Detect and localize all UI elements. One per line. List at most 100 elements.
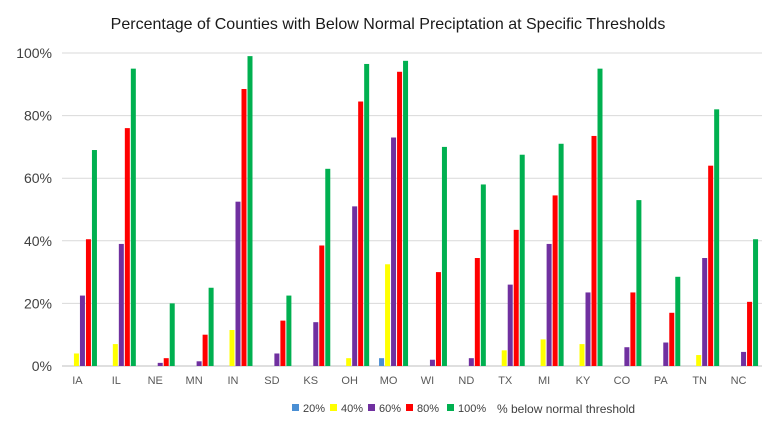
bar-OH-80% bbox=[358, 101, 364, 366]
bar-CO-60% bbox=[624, 347, 630, 366]
bar-TN-100% bbox=[714, 109, 720, 366]
legend-label: 20% bbox=[303, 403, 325, 415]
bar-KS-100% bbox=[325, 168, 331, 366]
bar-IL-60% bbox=[118, 243, 124, 366]
bar-MN-80% bbox=[202, 334, 208, 366]
x-tick-label: SD bbox=[264, 375, 279, 387]
bar-NE-80% bbox=[163, 358, 169, 366]
bar-MN-100% bbox=[208, 287, 214, 366]
bar-IA-100% bbox=[91, 150, 97, 366]
bar-NE-100% bbox=[169, 303, 175, 366]
bar-MI-80% bbox=[552, 195, 558, 366]
x-tick-label: NE bbox=[148, 375, 163, 387]
bar-NC-100% bbox=[753, 239, 759, 366]
legend-label: 60% bbox=[379, 403, 401, 415]
bar-MO-20% bbox=[379, 358, 385, 366]
bar-WI-100% bbox=[441, 146, 447, 366]
chart-title: Percentage of Counties with Below Normal… bbox=[111, 16, 666, 33]
y-axis-ticks: 0% 20% 40% 60% 80% 100% bbox=[16, 45, 52, 374]
y-tick-label: 80% bbox=[24, 108, 52, 124]
bar-TX-40% bbox=[501, 350, 507, 366]
bar-IN-100% bbox=[247, 56, 253, 366]
x-tick-label: IN bbox=[228, 375, 239, 387]
bar-IN-60% bbox=[235, 201, 241, 366]
x-tick-label: IL bbox=[112, 375, 121, 387]
x-tick-label: TX bbox=[498, 375, 513, 387]
y-tick-label: 0% bbox=[32, 358, 52, 374]
bar-KS-60% bbox=[313, 322, 319, 366]
bar-ND-100% bbox=[480, 184, 486, 366]
bar-TX-80% bbox=[513, 229, 519, 366]
bar-TN-40% bbox=[696, 355, 702, 366]
bar-CO-80% bbox=[630, 292, 636, 366]
bar-PA-80% bbox=[669, 312, 675, 366]
x-tick-label: TN bbox=[692, 375, 707, 387]
x-tick-label: ND bbox=[458, 375, 474, 387]
bar-MI-100% bbox=[558, 143, 564, 366]
x-tick-label: OH bbox=[341, 375, 358, 387]
bar-TN-80% bbox=[708, 165, 714, 366]
legend-label: 40% bbox=[341, 403, 363, 415]
bar-MI-40% bbox=[540, 339, 546, 366]
bar-OH-40% bbox=[346, 358, 352, 366]
bar-IN-80% bbox=[241, 88, 247, 367]
bar-OH-60% bbox=[352, 206, 358, 366]
legend-swatch bbox=[406, 404, 413, 411]
bar-NE-60% bbox=[157, 362, 163, 366]
x-tick-label: PA bbox=[654, 375, 669, 387]
x-tick-label: MO bbox=[380, 375, 398, 387]
bar-IL-100% bbox=[130, 68, 136, 367]
x-axis-ticks: IA IL NE MN IN SD KS OH MO WI ND TX MI KY CO PA TN NC bbox=[72, 375, 746, 387]
x-tick-label: KS bbox=[303, 375, 318, 387]
bar-TX-60% bbox=[507, 284, 513, 366]
bar-PA-100% bbox=[675, 276, 681, 366]
bar-SD-60% bbox=[274, 353, 280, 366]
bar-MI-60% bbox=[546, 243, 552, 366]
bar-IL-80% bbox=[124, 128, 130, 366]
x-tick-label: KY bbox=[576, 375, 591, 387]
x-tick-label: MI bbox=[538, 375, 550, 387]
bar-ND-80% bbox=[474, 258, 480, 366]
bar-NC-80% bbox=[747, 301, 753, 366]
bar-MO-40% bbox=[385, 264, 391, 366]
bar-IA-80% bbox=[85, 239, 91, 366]
bar-KY-40% bbox=[579, 344, 585, 366]
y-tick-label: 100% bbox=[16, 45, 52, 61]
x-tick-label: NC bbox=[731, 375, 747, 387]
bar-MN-60% bbox=[196, 361, 202, 366]
bar-SD-80% bbox=[280, 320, 286, 366]
x-tick-label: CO bbox=[614, 375, 631, 387]
x-tick-label: WI bbox=[421, 375, 434, 387]
bar-KY-100% bbox=[597, 68, 603, 367]
bar-TX-100% bbox=[519, 154, 525, 366]
bar-KY-80% bbox=[591, 135, 597, 366]
bar-NC-60% bbox=[741, 351, 747, 366]
legend-swatch bbox=[447, 404, 454, 411]
bar-IL-40% bbox=[112, 344, 118, 366]
x-tick-label: MN bbox=[186, 375, 203, 387]
bar-IN-40% bbox=[229, 330, 235, 366]
bar-MO-100% bbox=[403, 60, 409, 366]
bar-IA-60% bbox=[79, 295, 85, 366]
bar-KY-60% bbox=[585, 292, 591, 366]
bar-MO-80% bbox=[397, 71, 403, 366]
legend-label: 80% bbox=[417, 403, 439, 415]
legend-label: 100% bbox=[458, 403, 486, 415]
bar-IA-40% bbox=[73, 353, 79, 366]
y-tick-label: 40% bbox=[24, 233, 52, 249]
gridlines bbox=[62, 52, 762, 367]
bar-CO-100% bbox=[636, 200, 642, 366]
legend-swatch bbox=[368, 404, 375, 411]
legend-swatch bbox=[330, 404, 337, 411]
bar-WI-80% bbox=[435, 272, 441, 366]
bar-PA-60% bbox=[663, 342, 669, 366]
legend-swatch bbox=[292, 404, 299, 411]
legend-title: % below normal threshold bbox=[497, 402, 635, 416]
x-tick-label: IA bbox=[72, 375, 83, 387]
bar-SD-100% bbox=[286, 295, 292, 366]
bar-TN-60% bbox=[702, 258, 708, 366]
bar-WI-60% bbox=[429, 359, 435, 366]
bar-KS-80% bbox=[319, 245, 325, 366]
